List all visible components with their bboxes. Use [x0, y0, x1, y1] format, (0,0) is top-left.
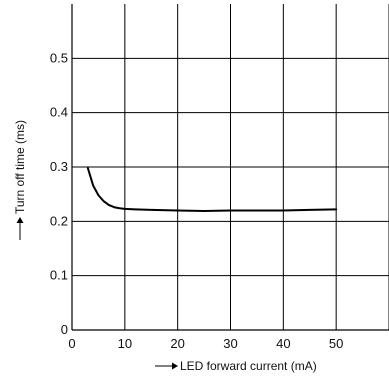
x-axis-label-group: LED forward current (mA): [155, 359, 317, 373]
y-tick-label: 0.5: [50, 50, 68, 65]
y-tick-label: 0.1: [50, 268, 68, 283]
x-tick-label: 10: [118, 336, 132, 351]
x-tick-label: 20: [170, 336, 184, 351]
y-tick-label: 0.4: [50, 105, 68, 120]
x-tick-label: 0: [68, 336, 75, 351]
series-line: [86, 167, 338, 213]
y-tick-label: 0: [61, 322, 68, 337]
series-layer: [86, 167, 338, 213]
x-tick-label: 30: [223, 336, 237, 351]
y-tick-label: 0.3: [50, 159, 68, 174]
tick-labels: 0 10 20 30 40 50 0 0.1 0.2 0.3 0.4 0.5: [50, 50, 343, 351]
x-tick-label: 40: [276, 336, 290, 351]
axes: [71, 4, 389, 331]
x-tick-label: 50: [329, 336, 343, 351]
y-tick-label: 0.2: [50, 213, 68, 228]
y-axis-label-group: Turn off time (ms): [13, 120, 27, 240]
grid: [72, 4, 389, 330]
x-axis-label-arrow-head: [172, 362, 178, 370]
y-axis-label-arrow-head: [16, 217, 24, 223]
x-axis-label: LED forward current (mA): [180, 359, 317, 373]
y-axis-label: Turn off time (ms): [13, 120, 27, 214]
